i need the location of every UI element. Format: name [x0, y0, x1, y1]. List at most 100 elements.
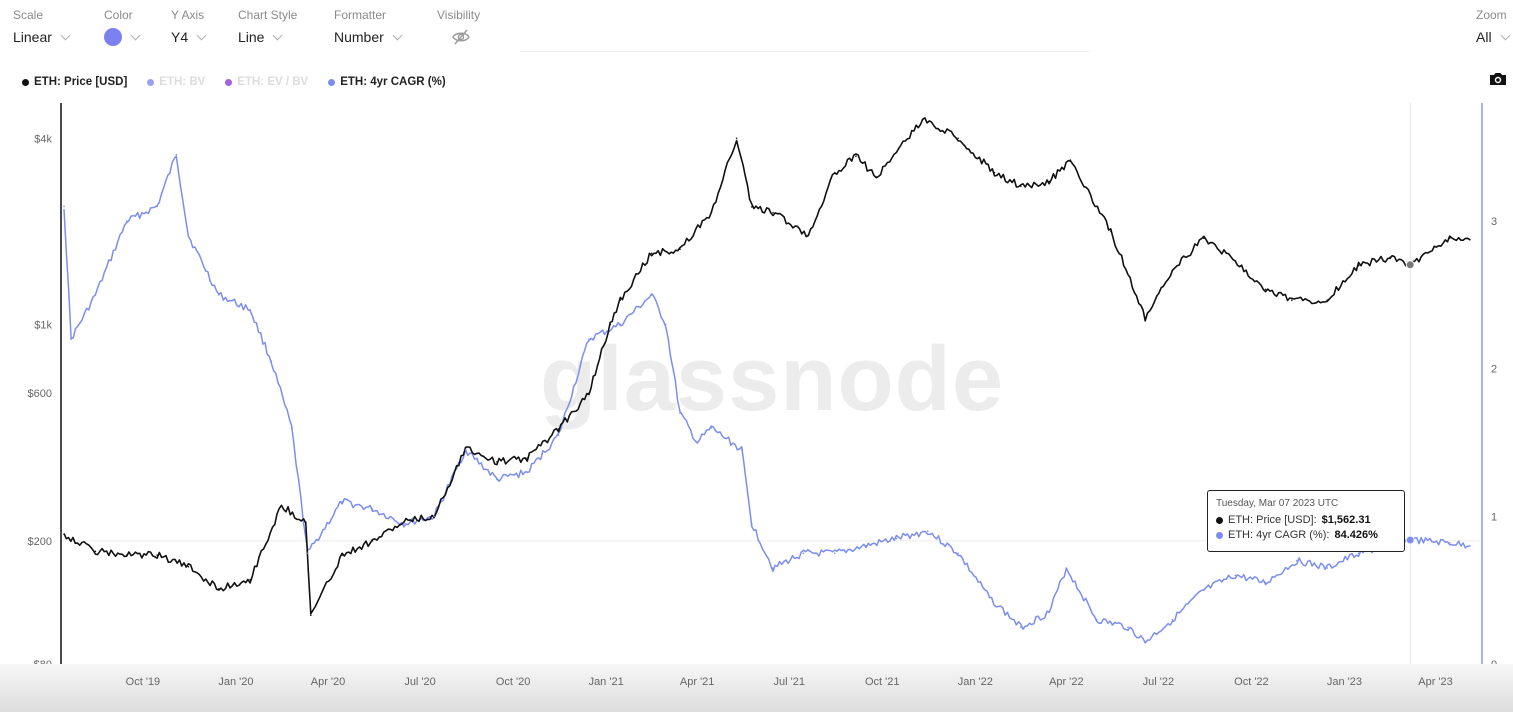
- cagr-point: [679, 412, 681, 414]
- cagr-point: [772, 567, 774, 569]
- price-point: [588, 392, 590, 395]
- color-control[interactable]: Color: [104, 8, 141, 46]
- zoom-value[interactable]: All: [1476, 29, 1492, 45]
- price-point: [1234, 260, 1237, 263]
- price-point: [1264, 288, 1267, 291]
- bottom-shade: [0, 664, 1513, 712]
- cagr-point: [557, 434, 560, 436]
- cagr-point: [187, 235, 190, 237]
- cagr-point: [156, 205, 158, 208]
- tooltip-date: Tuesday, Mar 07 2023 UTC: [1216, 498, 1339, 509]
- cagr-point: [433, 515, 436, 518]
- price-point: [1110, 230, 1112, 233]
- price-point: [855, 155, 857, 158]
- legend-label: ETH: BV: [159, 76, 206, 88]
- cagr-point: [802, 552, 805, 555]
- camera-icon[interactable]: [1489, 72, 1507, 86]
- legend-item-eth-bv[interactable]: ETH: BV: [147, 76, 205, 88]
- series-line-eth-price[interactable]: [63, 117, 1471, 615]
- yaxis-label: Y Axis: [171, 8, 205, 22]
- cagr-point: [1448, 542, 1451, 544]
- price-point: [957, 137, 959, 140]
- cagr-point: [865, 545, 867, 547]
- price-point: [187, 565, 190, 568]
- cagr-point: [63, 205, 65, 208]
- cagr-point: [290, 426, 293, 429]
- chart-style-label: Chart Style: [238, 8, 298, 22]
- tooltip-row-cagr: ETH: 4yr CAGR (%): 84.426%: [1216, 529, 1396, 541]
- cagr-point: [750, 522, 753, 525]
- legend-item-eth-ev-bv[interactable]: ETH: EV / BV: [225, 76, 308, 88]
- x-tick-label: Jul '20: [404, 676, 435, 688]
- x-tick-label: Jan '23: [1327, 676, 1362, 688]
- x-tick-label: Apr '23: [1418, 676, 1453, 688]
- price-point: [619, 299, 622, 301]
- price-point: [304, 521, 307, 523]
- cagr-point: [94, 294, 97, 296]
- cagr-point: [926, 530, 929, 532]
- x-tick-label: Apr '21: [680, 676, 715, 688]
- price-point: [1048, 180, 1050, 183]
- chart-style-control[interactable]: Chart Style Line: [238, 8, 297, 46]
- zoom-control[interactable]: Zoom All: [1476, 8, 1511, 46]
- cagr-point: [665, 323, 667, 326]
- cagr-point: [249, 308, 251, 311]
- tooltip-value: 84.426%: [1334, 529, 1378, 541]
- price-point: [650, 252, 653, 255]
- legend-item-eth-cagr[interactable]: ETH: 4yr CAGR (%): [328, 76, 446, 88]
- price-point: [1203, 237, 1205, 240]
- price-point: [735, 137, 738, 140]
- legend-dot: [328, 78, 336, 86]
- legend-label: ETH: 4yr CAGR (%): [340, 76, 446, 88]
- cagr-point: [988, 596, 991, 599]
- right-tick-label: 2: [1491, 364, 1497, 376]
- price-point: [1448, 237, 1451, 240]
- cagr-point: [1357, 552, 1360, 555]
- x-tick-label: Jul '21: [773, 676, 804, 688]
- formatter-control[interactable]: Formatter Number: [334, 8, 403, 46]
- scale-control[interactable]: Scale Linear: [13, 8, 71, 46]
- legend-item-eth-price[interactable]: ETH: Price [USD]: [22, 76, 127, 88]
- chevron-down-icon: [60, 30, 71, 40]
- x-axis-labels: Oct '19 Jan '20 Apr '20 Jul '20 Oct '20 Jan '…: [126, 676, 1453, 688]
- cagr-point: [619, 323, 622, 326]
- visibility-control[interactable]: Visibility: [437, 8, 480, 46]
- left-tick-label: $200: [28, 536, 52, 548]
- scale-value[interactable]: Linear: [13, 29, 52, 45]
- yaxis-control[interactable]: Y Axis Y4: [171, 8, 207, 46]
- cagr-point: [496, 478, 498, 481]
- price-point: [921, 118, 924, 121]
- color-swatch[interactable]: [104, 28, 122, 46]
- chart-toolbar: Scale Linear Color Y Axis Y4 Chart Style…: [0, 0, 1513, 52]
- cagr-point: [1065, 567, 1068, 569]
- formatter-value[interactable]: Number: [334, 29, 384, 45]
- cagr-point: [175, 153, 178, 156]
- price-point: [310, 614, 312, 617]
- scale-label: Scale: [13, 8, 44, 22]
- cagr-point: [957, 552, 959, 555]
- cagr-point: [1264, 582, 1267, 584]
- price-point: [464, 446, 467, 449]
- cagr-point: [650, 294, 653, 296]
- eye-off-icon[interactable]: [451, 28, 471, 46]
- series-line-eth-cagr[interactable]: [63, 155, 1470, 644]
- price-point: [1326, 299, 1329, 301]
- watermark: glassnode: [540, 328, 1004, 430]
- left-tick-label: $600: [28, 388, 52, 400]
- cagr-point: [1144, 641, 1147, 643]
- legend-label: ETH: EV / BV: [237, 76, 309, 88]
- price-point: [833, 171, 836, 174]
- price-point: [526, 457, 529, 459]
- cagr-point: [588, 338, 590, 341]
- left-y-ticks: $80$200$600$1k$4k: [28, 133, 53, 671]
- cagr-point: [464, 449, 467, 451]
- chart-style-value[interactable]: Line: [238, 29, 265, 45]
- right-tick-label: 3: [1491, 216, 1497, 228]
- visibility-label: Visibility: [437, 8, 481, 22]
- price-point: [679, 248, 681, 251]
- legend-dot: [22, 78, 29, 86]
- legend-dot: [225, 78, 233, 86]
- x-tick-label: Jan '21: [589, 676, 624, 688]
- yaxis-value[interactable]: Y4: [171, 29, 189, 45]
